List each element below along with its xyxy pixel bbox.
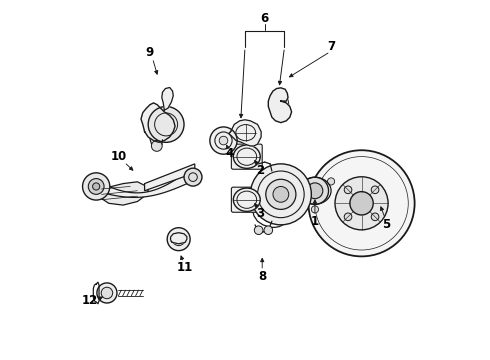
Text: 3: 3	[256, 207, 264, 220]
Circle shape	[148, 107, 184, 142]
Circle shape	[82, 173, 110, 200]
Text: 4: 4	[225, 147, 233, 159]
Ellipse shape	[233, 188, 260, 211]
FancyBboxPatch shape	[231, 144, 262, 169]
Text: 1: 1	[311, 215, 319, 228]
Circle shape	[264, 226, 272, 234]
Circle shape	[344, 213, 352, 221]
Polygon shape	[269, 88, 292, 123]
Circle shape	[210, 127, 237, 154]
Circle shape	[250, 164, 311, 225]
Polygon shape	[162, 87, 173, 110]
Text: 8: 8	[258, 270, 267, 283]
Text: 5: 5	[383, 218, 391, 231]
Circle shape	[88, 179, 104, 194]
Polygon shape	[229, 120, 261, 146]
Circle shape	[93, 183, 100, 190]
Circle shape	[350, 192, 373, 215]
Polygon shape	[141, 103, 175, 142]
Text: 2: 2	[256, 164, 264, 177]
Circle shape	[219, 136, 228, 145]
Circle shape	[266, 179, 296, 210]
Circle shape	[184, 168, 202, 186]
Polygon shape	[91, 182, 148, 205]
Polygon shape	[171, 233, 187, 244]
Circle shape	[254, 226, 263, 234]
Circle shape	[344, 186, 352, 194]
Circle shape	[167, 228, 190, 251]
Circle shape	[295, 178, 302, 185]
Circle shape	[151, 140, 162, 151]
Text: 7: 7	[328, 40, 336, 53]
Polygon shape	[95, 169, 191, 197]
FancyBboxPatch shape	[231, 187, 262, 212]
Circle shape	[309, 150, 415, 256]
Circle shape	[301, 177, 329, 204]
Circle shape	[335, 177, 388, 230]
Text: 9: 9	[146, 46, 154, 59]
Circle shape	[327, 178, 335, 185]
Ellipse shape	[233, 145, 260, 168]
Circle shape	[97, 283, 117, 303]
Text: 12: 12	[82, 294, 98, 307]
Polygon shape	[145, 164, 195, 191]
Circle shape	[371, 213, 379, 221]
Text: 11: 11	[176, 261, 193, 274]
Circle shape	[311, 206, 318, 213]
Circle shape	[307, 183, 323, 199]
Text: 6: 6	[261, 12, 269, 25]
Circle shape	[101, 287, 113, 299]
Circle shape	[371, 186, 379, 194]
Text: 10: 10	[111, 150, 127, 163]
Circle shape	[273, 186, 289, 202]
